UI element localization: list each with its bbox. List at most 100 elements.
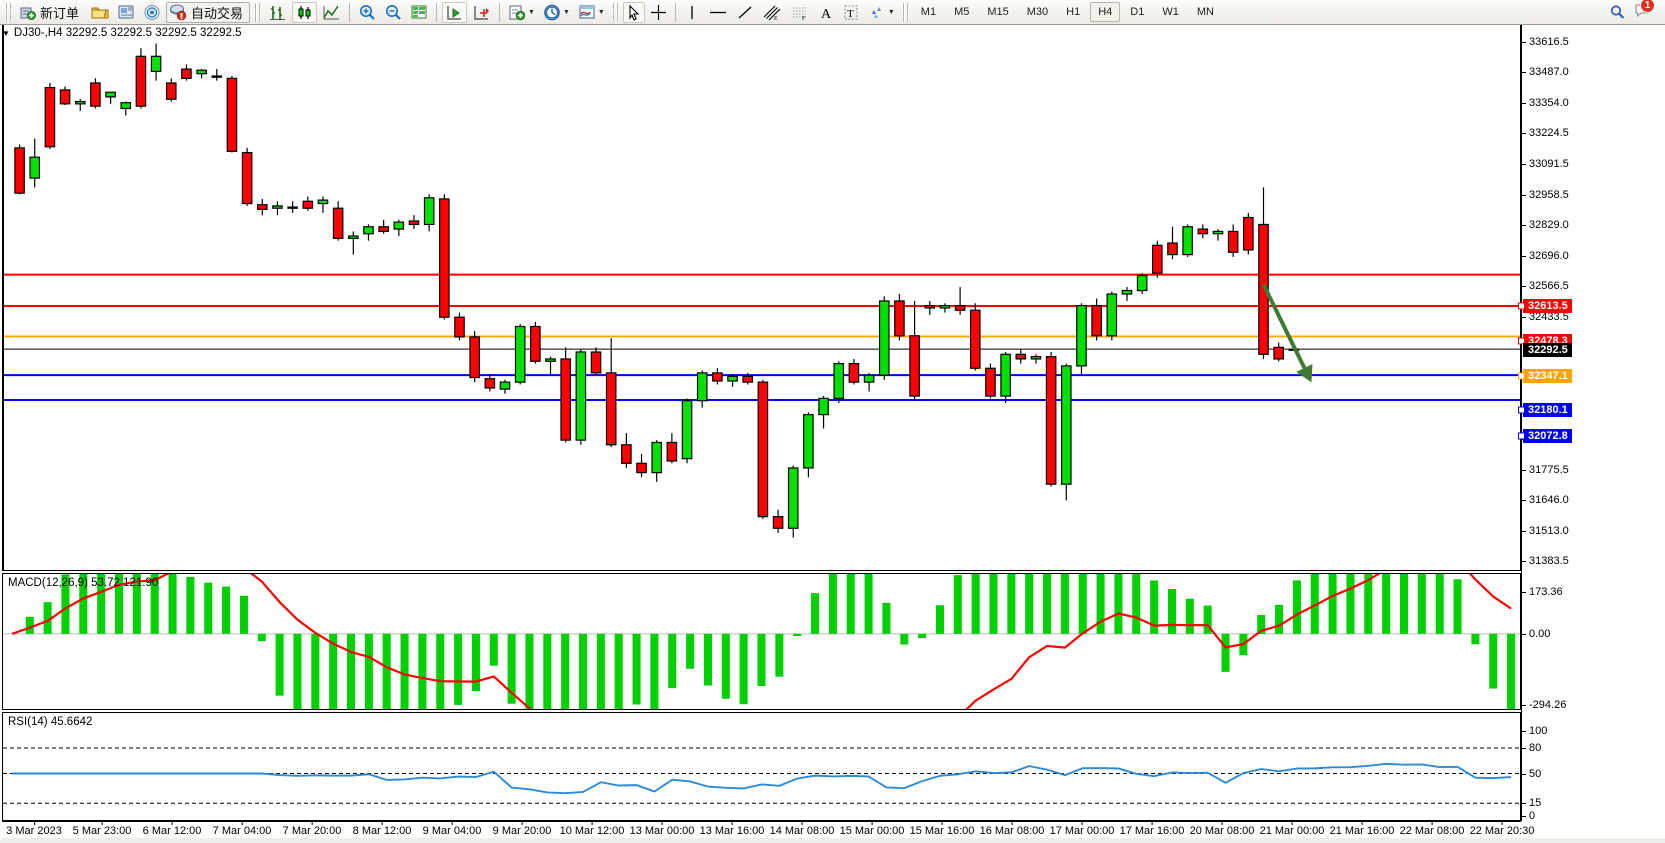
crosshair-button[interactable] xyxy=(647,2,670,23)
search-icon xyxy=(1610,4,1625,19)
toolbar-grip-2[interactable] xyxy=(254,2,262,22)
chevron-down-icon-2[interactable]: ▼ xyxy=(562,8,570,16)
candle-body xyxy=(727,375,738,382)
level-handle-icon[interactable] xyxy=(1518,337,1525,345)
cursor-button[interactable] xyxy=(622,1,645,23)
price-level-tag-current-price[interactable]: 32292.5 xyxy=(1523,342,1572,357)
level-handle-icon[interactable] xyxy=(1518,432,1525,440)
chevron-down-icon-4[interactable]: ▼ xyxy=(887,8,895,16)
candle-body xyxy=(681,400,693,460)
candle-body xyxy=(105,91,116,98)
time-tick-label: 13 Mar 16:00 xyxy=(699,821,765,837)
timeframe-m30[interactable]: M30 xyxy=(1026,6,1049,18)
zoom-out-button[interactable] xyxy=(381,2,405,23)
line-chart-button[interactable] xyxy=(319,2,344,23)
data-window-button[interactable] xyxy=(407,2,431,23)
time-tick-label: 22 Mar 08:00 xyxy=(1399,821,1465,837)
templates-button[interactable]: ▼ xyxy=(575,2,608,23)
chevron-down-icon-3[interactable]: ▼ xyxy=(597,8,605,16)
candle-body xyxy=(909,335,920,397)
notification-badge-wrapper: 1 xyxy=(1634,0,1655,23)
chart-shift-button[interactable] xyxy=(469,2,494,23)
notifications-button[interactable]: 1 xyxy=(1631,0,1655,23)
price-level-tag-pivot[interactable]: 32347.1 xyxy=(1518,369,1572,383)
new-order-icon xyxy=(20,7,36,20)
rsi-tick: 50 xyxy=(1522,768,1541,780)
candlestick-chart-button[interactable] xyxy=(292,1,318,23)
objects-button[interactable]: ▼ xyxy=(865,2,898,23)
price-tick: 31513.0 xyxy=(1522,525,1569,537)
price-chart-pane[interactable] xyxy=(2,25,1521,571)
time-tick-label: 22 Mar 20:30 xyxy=(1469,821,1535,837)
zoom-in-button[interactable] xyxy=(355,2,379,23)
search-button[interactable] xyxy=(1606,2,1629,23)
rsi-tick: 100 xyxy=(1522,725,1547,737)
rsi-label: RSI(14) 45.6642 xyxy=(8,716,93,728)
level-handle-icon[interactable] xyxy=(1518,406,1525,414)
rsi-indicator-pane[interactable]: RSI(14) 45.6642 xyxy=(2,712,1521,821)
toolbar-grip[interactable] xyxy=(5,2,12,22)
text-button[interactable]: A xyxy=(815,2,837,23)
candle-body xyxy=(575,351,587,441)
fibonacci-button[interactable]: F xyxy=(787,2,813,23)
candle-body xyxy=(560,358,571,441)
news-button[interactable] xyxy=(114,2,138,23)
candle-body xyxy=(1015,353,1027,360)
macd-indicator-pane[interactable]: MACD(12,26,9) 53.72 121.90 xyxy=(2,573,1521,710)
time-tick-label: 17 Mar 00:00 xyxy=(1049,821,1115,837)
price-axis[interactable]: 33616.5 33487.0 33354.0 33224.5 33091.5 32958… xyxy=(1518,25,1665,822)
timeframe-d1[interactable]: D1 xyxy=(1130,6,1145,18)
chevron-down-icon[interactable]: ▼ xyxy=(528,8,535,16)
candle-body xyxy=(120,102,132,110)
folder-button[interactable] xyxy=(88,2,112,23)
autotrading-button[interactable]: 自动交易 xyxy=(166,1,251,23)
candle-body xyxy=(1091,305,1102,337)
trendline-button[interactable] xyxy=(733,2,757,23)
time-tick-label: 15 Mar 00:00 xyxy=(839,821,905,837)
horizontal-line-button[interactable] xyxy=(705,2,731,23)
timeframe-m1[interactable]: M1 xyxy=(920,6,937,18)
price-tick: 33616.5 xyxy=(1522,36,1569,48)
collapse-triangle-icon[interactable]: ▼ xyxy=(2,28,10,38)
down-trend-arrow[interactable] xyxy=(1261,283,1313,383)
time-axis[interactable]: 3 Mar 2023 5 Mar 23:00 6 Mar 12:00 7 Mar 04… xyxy=(2,821,1534,843)
price-level-tag-resistance-1[interactable]: 32613.5 xyxy=(1518,299,1572,313)
period-button[interactable]: ▼ xyxy=(540,2,573,23)
equidistant-channel-button[interactable]: E xyxy=(759,2,785,23)
signals-button[interactable] xyxy=(140,2,164,23)
text-label-button[interactable]: T xyxy=(839,2,863,23)
candle-body xyxy=(1121,289,1133,295)
price-tick: 32566.5 xyxy=(1522,280,1569,292)
candle-body xyxy=(1182,226,1193,256)
new-order-button[interactable]: 新订单 xyxy=(16,2,86,23)
candle-body xyxy=(1197,228,1209,235)
candle-body xyxy=(44,87,56,148)
timeframe-h4[interactable]: H4 xyxy=(1090,2,1121,22)
toolbar-grip-3[interactable] xyxy=(611,2,619,22)
candle-body xyxy=(696,372,708,402)
bar-chart-button[interactable] xyxy=(265,2,290,23)
rsi-tick: 80 xyxy=(1522,742,1541,754)
timeframe-w1[interactable]: W1 xyxy=(1162,6,1179,18)
svg-text:T: T xyxy=(847,8,854,20)
toolbar-grip-4[interactable] xyxy=(901,2,909,22)
price-level-tag-support-2[interactable]: 32072.8 xyxy=(1518,429,1572,443)
price-level-tag-support-1[interactable]: 32180.1 xyxy=(1518,403,1572,417)
level-handle-icon[interactable] xyxy=(1518,372,1525,380)
candle-body xyxy=(985,367,996,397)
vertical-line-button[interactable] xyxy=(681,2,703,23)
timeframe-m15[interactable]: M15 xyxy=(987,6,1009,18)
candle-body xyxy=(848,362,860,383)
level-handle-icon[interactable] xyxy=(1518,302,1525,310)
macd-tick: 173.36 xyxy=(1522,586,1563,598)
auto-scroll-button[interactable] xyxy=(442,1,468,23)
time-tick-label: 8 Mar 12:00 xyxy=(352,821,412,837)
time-tick-label: 21 Mar 16:00 xyxy=(1329,821,1395,837)
add-indicator-button[interactable]: ▼ xyxy=(505,2,538,23)
timeframe-m5[interactable]: M5 xyxy=(954,6,970,18)
timeframe-h1[interactable]: H1 xyxy=(1066,6,1081,18)
fibonacci-icon: F xyxy=(792,7,806,21)
timeframe-mn[interactable]: MN xyxy=(1196,6,1214,18)
candle-body xyxy=(666,441,678,462)
candle-body xyxy=(484,378,496,389)
